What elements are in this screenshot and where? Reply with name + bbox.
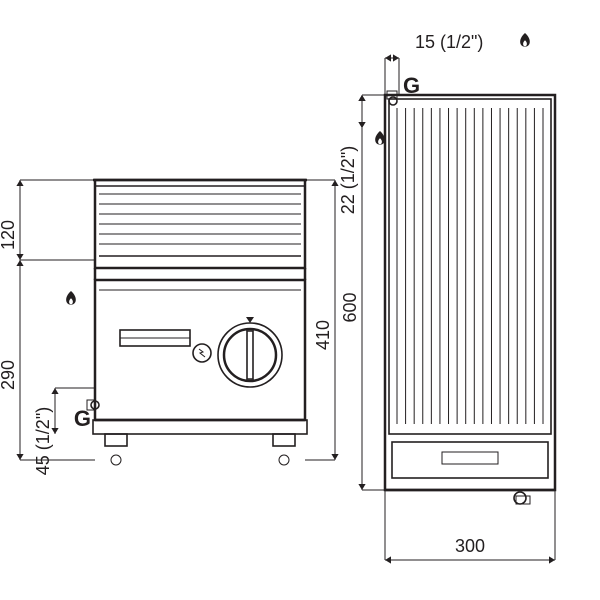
svg-text:G: G <box>74 406 91 431</box>
svg-text:G: G <box>403 73 420 98</box>
svg-text:45 (1/2"): 45 (1/2") <box>33 407 53 475</box>
svg-text:22 (1/2"): 22 (1/2") <box>338 146 358 214</box>
svg-text:290: 290 <box>0 360 18 390</box>
svg-text:120: 120 <box>0 220 18 250</box>
svg-text:410: 410 <box>313 320 333 350</box>
svg-text:600: 600 <box>340 292 360 322</box>
svg-text:15 (1/2"): 15 (1/2") <box>415 32 483 52</box>
svg-text:300: 300 <box>455 536 485 556</box>
